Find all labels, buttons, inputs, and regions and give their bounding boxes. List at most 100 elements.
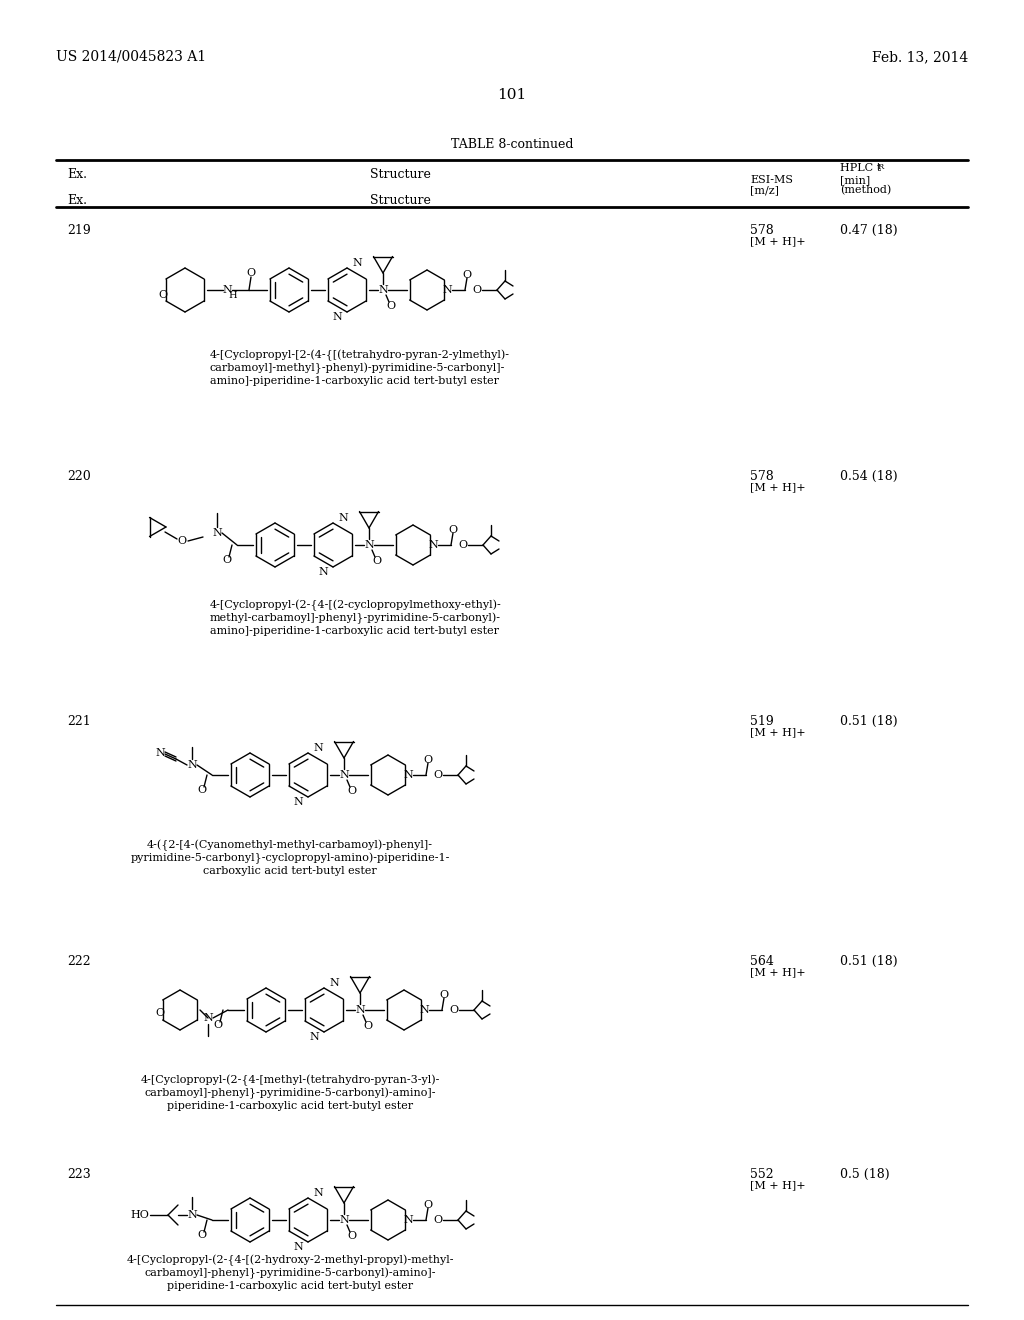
- Text: O: O: [450, 1005, 459, 1015]
- Text: N: N: [332, 312, 342, 322]
- Text: N: N: [187, 760, 197, 770]
- Text: 4-[Cyclopropyl-(2-{4-[(2-hydroxy-2-methyl-propyl)-methyl-: 4-[Cyclopropyl-(2-{4-[(2-hydroxy-2-methy…: [126, 1255, 454, 1266]
- Text: N: N: [339, 770, 349, 780]
- Text: O: O: [156, 1008, 165, 1018]
- Text: 564: 564: [750, 954, 774, 968]
- Text: amino]-piperidine-1-carboxylic acid tert-butyl ester: amino]-piperidine-1-carboxylic acid tert…: [210, 376, 499, 385]
- Text: N: N: [352, 257, 361, 268]
- Text: 578: 578: [750, 224, 774, 238]
- Text: 552: 552: [750, 1168, 773, 1181]
- Text: O: O: [433, 1214, 442, 1225]
- Text: 222: 222: [67, 954, 91, 968]
- Text: O: O: [373, 556, 382, 566]
- Text: N: N: [318, 568, 328, 577]
- Text: pyrimidine-5-carbonyl}-cyclopropyl-amino)-piperidine-1-: pyrimidine-5-carbonyl}-cyclopropyl-amino…: [130, 853, 450, 865]
- Text: O: O: [364, 1020, 373, 1031]
- Text: O: O: [213, 1020, 222, 1030]
- Text: US 2014/0045823 A1: US 2014/0045823 A1: [56, 50, 206, 63]
- Text: N: N: [378, 285, 388, 294]
- Text: O: O: [198, 785, 207, 795]
- Text: [M + H]+: [M + H]+: [750, 1180, 806, 1191]
- Text: N: N: [309, 1032, 318, 1041]
- Text: HO: HO: [131, 1210, 150, 1220]
- Text: N: N: [428, 540, 438, 550]
- Text: O: O: [472, 285, 481, 294]
- Text: [M + H]+: [M + H]+: [750, 236, 806, 246]
- Text: carboxylic acid tert-butyl ester: carboxylic acid tert-butyl ester: [203, 866, 377, 876]
- Text: carbamoyl]-phenyl}-pyrimidine-5-carbonyl)-amino]-: carbamoyl]-phenyl}-pyrimidine-5-carbonyl…: [144, 1088, 436, 1100]
- Text: carbamoyl]-phenyl}-pyrimidine-5-carbonyl)-amino]-: carbamoyl]-phenyl}-pyrimidine-5-carbonyl…: [144, 1269, 436, 1279]
- Text: piperidine-1-carboxylic acid tert-butyl ester: piperidine-1-carboxylic acid tert-butyl …: [167, 1280, 413, 1291]
- Text: O: O: [247, 268, 256, 279]
- Text: N: N: [419, 1005, 429, 1015]
- Text: N: N: [338, 513, 348, 523]
- Text: N: N: [155, 748, 165, 758]
- Text: 0.51 (18): 0.51 (18): [840, 715, 898, 729]
- Text: 0.5 (18): 0.5 (18): [840, 1168, 890, 1181]
- Text: O: O: [347, 785, 356, 796]
- Text: amino]-piperidine-1-carboxylic acid tert-butyl ester: amino]-piperidine-1-carboxylic acid tert…: [210, 626, 499, 636]
- Text: Structure: Structure: [370, 168, 430, 181]
- Text: 223: 223: [67, 1168, 91, 1181]
- Text: O: O: [159, 290, 168, 300]
- Text: N: N: [293, 1242, 303, 1251]
- Text: [min]: [min]: [840, 176, 870, 185]
- Text: 4-[Cyclopropyl-[2-(4-{[(tetrahydro-pyran-2-ylmethyl)-: 4-[Cyclopropyl-[2-(4-{[(tetrahydro-pyran…: [210, 350, 510, 362]
- Text: N: N: [339, 1214, 349, 1225]
- Text: N: N: [222, 285, 231, 294]
- Text: 220: 220: [67, 470, 91, 483]
- Text: N: N: [313, 743, 323, 752]
- Text: N: N: [442, 285, 452, 294]
- Text: 219: 219: [67, 224, 91, 238]
- Text: N: N: [313, 1188, 323, 1199]
- Text: 101: 101: [498, 88, 526, 102]
- Text: 4-[Cyclopropyl-(2-{4-[(2-cyclopropylmethoxy-ethyl)-: 4-[Cyclopropyl-(2-{4-[(2-cyclopropylmeth…: [210, 601, 502, 611]
- Text: piperidine-1-carboxylic acid tert-butyl ester: piperidine-1-carboxylic acid tert-butyl …: [167, 1101, 413, 1111]
- Text: Ex.: Ex.: [67, 194, 87, 207]
- Text: N: N: [403, 770, 413, 780]
- Text: 4-[Cyclopropyl-(2-{4-[methyl-(tetrahydro-pyran-3-yl)-: 4-[Cyclopropyl-(2-{4-[methyl-(tetrahydro…: [140, 1074, 439, 1086]
- Text: O: O: [424, 1200, 432, 1210]
- Text: O: O: [463, 271, 472, 280]
- Text: ESI-MS: ESI-MS: [750, 176, 793, 185]
- Text: 4-({2-[4-(Cyanomethyl-methyl-carbamoyl)-phenyl]-: 4-({2-[4-(Cyanomethyl-methyl-carbamoyl)-…: [147, 840, 433, 851]
- Text: N: N: [403, 1214, 413, 1225]
- Text: N: N: [187, 1210, 197, 1220]
- Text: R: R: [878, 162, 885, 172]
- Text: N: N: [203, 1012, 213, 1023]
- Text: 0.54 (18): 0.54 (18): [840, 470, 898, 483]
- Text: [m/z]: [m/z]: [750, 185, 779, 195]
- Text: [M + H]+: [M + H]+: [750, 482, 806, 492]
- Text: N: N: [329, 978, 339, 987]
- Text: O: O: [177, 536, 186, 546]
- Text: HPLC t: HPLC t: [840, 162, 881, 173]
- Text: N: N: [365, 540, 374, 550]
- Text: 578: 578: [750, 470, 774, 483]
- Text: 0.47 (18): 0.47 (18): [840, 224, 898, 238]
- Text: Structure: Structure: [370, 194, 430, 207]
- Text: O: O: [424, 755, 432, 766]
- Text: TABLE 8-continued: TABLE 8-continued: [451, 139, 573, 150]
- Text: 0.51 (18): 0.51 (18): [840, 954, 898, 968]
- Text: Feb. 13, 2014: Feb. 13, 2014: [871, 50, 968, 63]
- Text: carbamoyl]-methyl}-phenyl)-pyrimidine-5-carbonyl]-: carbamoyl]-methyl}-phenyl)-pyrimidine-5-…: [210, 363, 506, 375]
- Text: O: O: [198, 1230, 207, 1239]
- Text: [M + H]+: [M + H]+: [750, 968, 806, 977]
- Text: Ex.: Ex.: [67, 168, 87, 181]
- Text: N: N: [293, 797, 303, 807]
- Text: O: O: [433, 770, 442, 780]
- Text: methyl-carbamoyl]-phenyl}-pyrimidine-5-carbonyl)-: methyl-carbamoyl]-phenyl}-pyrimidine-5-c…: [210, 612, 501, 624]
- Text: O: O: [449, 525, 458, 535]
- Text: O: O: [347, 1232, 356, 1241]
- Text: O: O: [222, 554, 231, 565]
- Text: O: O: [386, 301, 395, 312]
- Text: N: N: [212, 528, 222, 539]
- Text: 221: 221: [67, 715, 91, 729]
- Text: O: O: [439, 990, 449, 1001]
- Text: O: O: [459, 540, 468, 550]
- Text: N: N: [355, 1005, 365, 1015]
- Text: [M + H]+: [M + H]+: [750, 727, 806, 737]
- Text: 519: 519: [750, 715, 774, 729]
- Text: H: H: [228, 290, 238, 300]
- Text: (method): (method): [840, 185, 891, 195]
